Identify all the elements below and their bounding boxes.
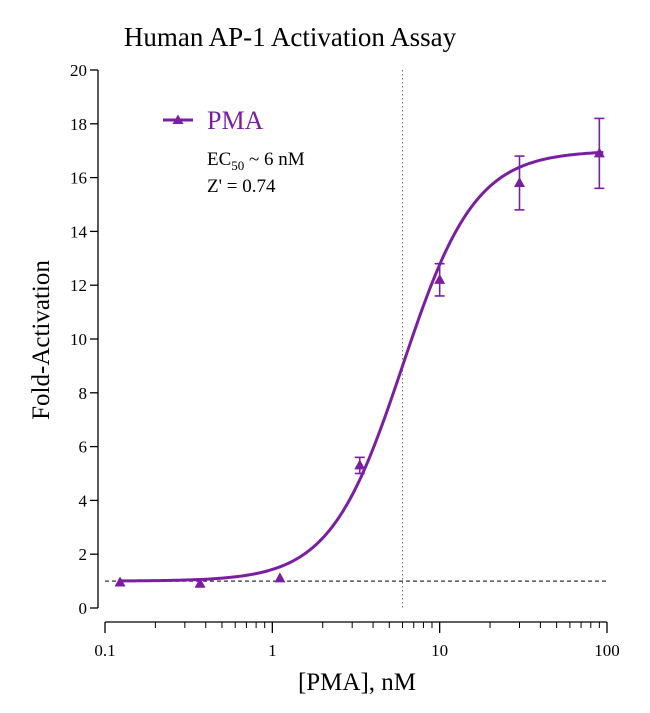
y-tick-label: 18 bbox=[70, 115, 87, 134]
fit-curve-group bbox=[118, 150, 604, 583]
legend: PMA bbox=[163, 106, 264, 135]
y-tick-label: 4 bbox=[79, 491, 88, 510]
x-tick-label: 0.1 bbox=[94, 641, 115, 660]
zprime-annotation: Z' = 0.74 bbox=[207, 176, 276, 197]
x-tick-label: 10 bbox=[431, 641, 448, 660]
y-axis: 0 2 4 6 8 10 12 14 16 18 20 bbox=[70, 61, 99, 618]
data-point-triangle bbox=[434, 273, 446, 284]
y-tick-label: 20 bbox=[70, 61, 87, 80]
y-tick-label: 2 bbox=[79, 545, 88, 564]
y-tick-label: 0 bbox=[79, 599, 88, 618]
ec50-text: EC bbox=[207, 149, 231, 170]
data-point-triangle bbox=[354, 459, 366, 470]
y-tick-label: 14 bbox=[70, 222, 88, 241]
ec50-value: ~ 6 nM bbox=[244, 149, 305, 170]
data-point-triangle bbox=[194, 577, 206, 588]
y-axis-label: Fold-Activation bbox=[28, 260, 55, 420]
legend-triangle-icon bbox=[172, 114, 184, 124]
x-axis-label: [PMA], nM bbox=[298, 669, 416, 696]
x-axis: 0.1 1 10 100 bbox=[94, 621, 620, 660]
y-tick-label: 16 bbox=[70, 169, 87, 188]
legend-label: PMA bbox=[207, 106, 264, 135]
data-point-triangle bbox=[514, 176, 526, 187]
fit-curve bbox=[118, 150, 604, 583]
ec50-subscript: 50 bbox=[231, 158, 244, 173]
data-point-triangle bbox=[274, 572, 286, 583]
ec50-annotation: EC50 ~ 6 nM bbox=[207, 149, 305, 173]
data-point-triangle bbox=[593, 147, 605, 158]
x-tick-label: 1 bbox=[268, 641, 277, 660]
y-tick-label: 6 bbox=[79, 438, 88, 457]
reference-lines bbox=[105, 70, 607, 608]
y-tick-label: 8 bbox=[79, 384, 88, 403]
y-tick-label: 12 bbox=[70, 276, 87, 295]
chart-title: Human AP-1 Activation Assay bbox=[124, 22, 457, 52]
y-tick-label: 10 bbox=[70, 330, 87, 349]
data-point-triangle bbox=[114, 576, 126, 587]
x-tick-label: 100 bbox=[594, 641, 620, 660]
data-points bbox=[114, 117, 605, 588]
